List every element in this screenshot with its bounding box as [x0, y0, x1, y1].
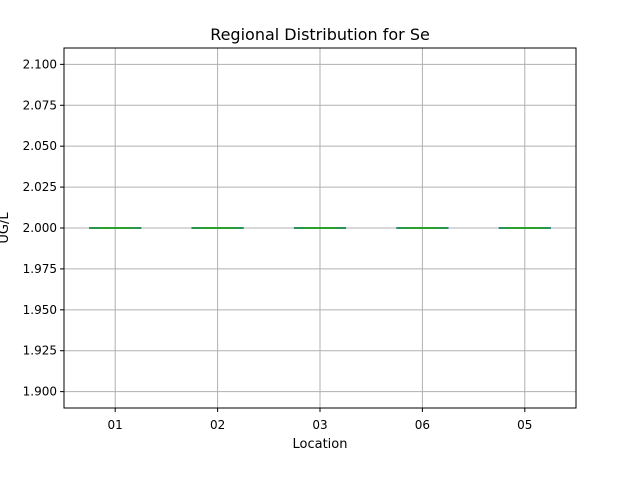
- x-axis-label: Location: [293, 437, 348, 452]
- y-tick-label: 2.000: [23, 221, 57, 235]
- ticks: 1.900 1.925 1.950 1.975 2.000 2.025 2.050 2.075…: [23, 57, 533, 432]
- y-tick-label: 1.975: [23, 262, 57, 276]
- x-tick-label: 03: [312, 418, 327, 432]
- x-tick-label: 05: [517, 418, 532, 432]
- x-tick-label: 01: [108, 418, 123, 432]
- chart-title: Regional Distribution for Se: [210, 25, 430, 44]
- boxes: [89, 227, 551, 229]
- y-tick-label: 1.950: [23, 303, 57, 317]
- y-tick-label: 2.025: [23, 180, 57, 194]
- x-tick-label: 02: [210, 418, 225, 432]
- y-tick-label: 2.075: [23, 98, 57, 112]
- y-tick-label: 2.100: [23, 57, 57, 71]
- y-tick-label: 2.050: [23, 139, 57, 153]
- y-axis-label: UG/L: [0, 212, 12, 244]
- x-tick-label: 06: [415, 418, 430, 432]
- y-tick-label: 1.900: [23, 385, 57, 399]
- y-tick-label: 1.925: [23, 344, 57, 358]
